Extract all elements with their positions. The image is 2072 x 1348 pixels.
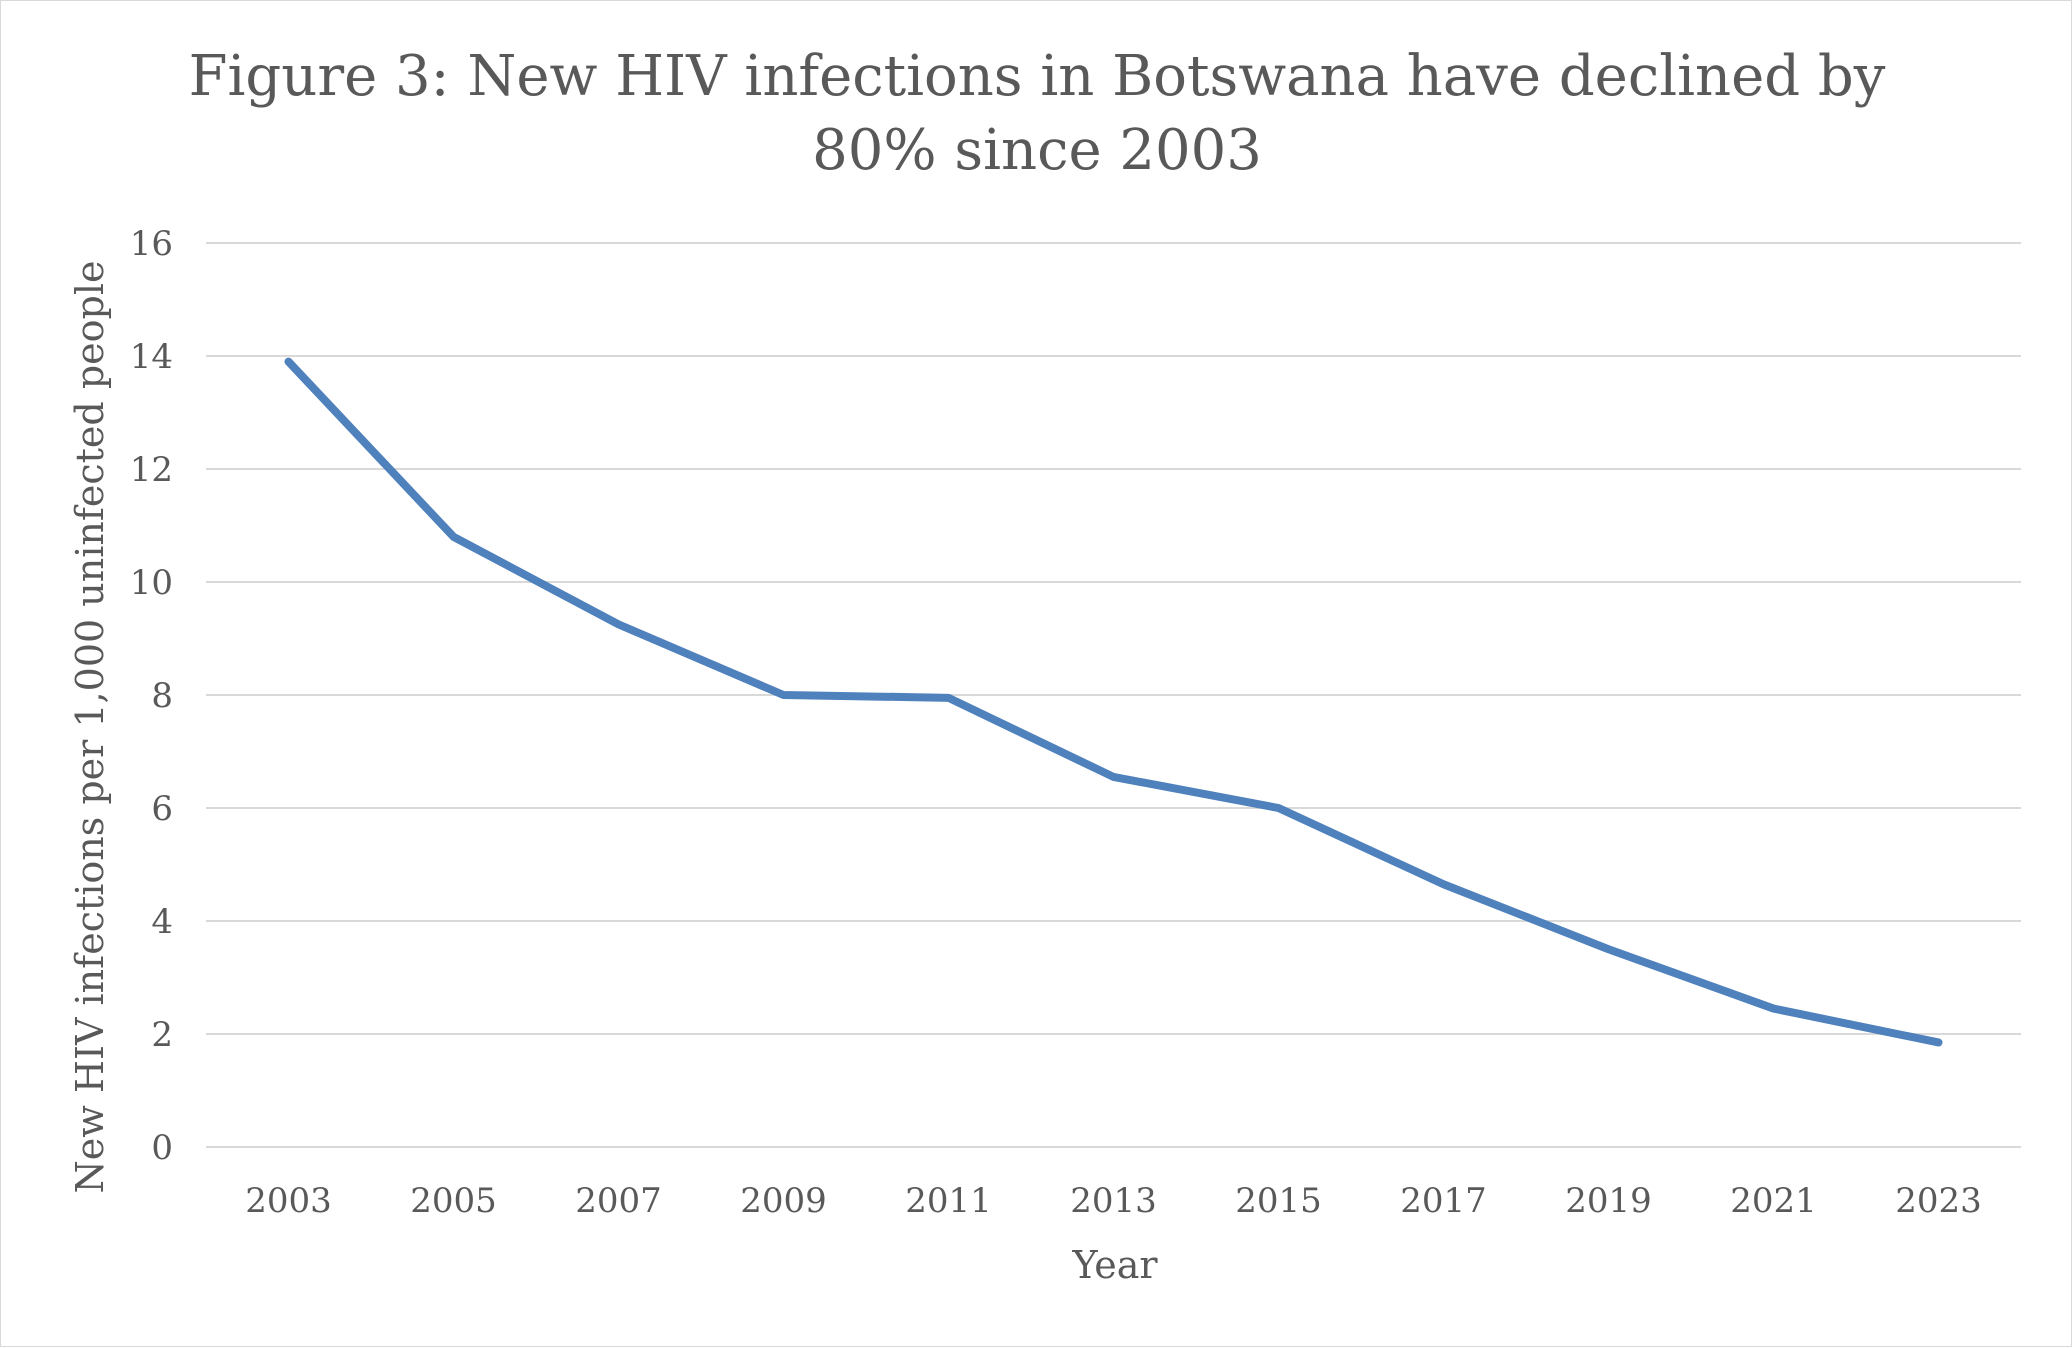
data-point-2013	[1110, 773, 1117, 780]
data-point-2019	[1605, 946, 1612, 953]
data-point-2009	[780, 692, 787, 698]
x-tick-label-2007: 2007	[575, 1181, 662, 1221]
y-tick-label-14: 14	[130, 337, 173, 377]
x-tick-label-2017: 2017	[1400, 1181, 1487, 1221]
x-tick-label-2019: 2019	[1565, 1181, 1652, 1221]
data-point-2021	[1770, 1005, 1777, 1012]
data-point-2011	[945, 694, 952, 701]
x-tick-label-2003: 2003	[245, 1181, 332, 1221]
gridlines	[206, 242, 2021, 1148]
data-point-2015	[1275, 805, 1282, 811]
data-point-2007	[615, 621, 622, 628]
y-tick-label-16: 16	[130, 224, 173, 264]
x-tick-label-2021: 2021	[1730, 1181, 1817, 1221]
chart-title-line-2: 80% since 2003	[812, 118, 1262, 183]
x-tick-label-2013: 2013	[1070, 1181, 1157, 1221]
x-tick-label-2009: 2009	[740, 1181, 827, 1221]
x-tick-label-2011: 2011	[905, 1181, 992, 1221]
series-line-0	[284, 357, 1943, 1047]
series-group	[284, 357, 1943, 1047]
y-tick-label-2: 2	[151, 1015, 173, 1055]
x-tick-label-2005: 2005	[410, 1181, 497, 1221]
chart-title-line-1: Figure 3: New HIV infections in Botswana…	[189, 44, 1886, 109]
x-axis-title: Year	[1071, 1243, 1158, 1287]
data-point-2023	[1935, 1039, 1942, 1046]
y-axis-title: New HIV infections per 1,000 uninfected …	[68, 261, 112, 1194]
chart-title: Figure 3: New HIV infections in Botswana…	[189, 44, 1886, 183]
x-axis-tick-labels: 2003 2005 2007 2009 2011 2013 2015 2017 2019 2021…	[245, 1181, 1982, 1221]
x-tick-label-2023: 2023	[1895, 1181, 1982, 1221]
y-tick-label-10: 10	[130, 563, 173, 603]
y-tick-label-12: 12	[130, 450, 173, 490]
y-tick-label-8: 8	[151, 676, 173, 716]
x-tick-label-2015: 2015	[1235, 1181, 1322, 1221]
y-tick-label-4: 4	[151, 902, 173, 942]
data-point-2003	[285, 358, 292, 365]
y-tick-label-0: 0	[151, 1128, 173, 1168]
y-tick-label-6: 6	[151, 789, 173, 829]
data-point-2017	[1440, 881, 1447, 888]
y-axis-tick-labels: 0 2 4 6 8 10 12 14 16	[130, 224, 173, 1168]
data-point-2005	[450, 533, 457, 540]
